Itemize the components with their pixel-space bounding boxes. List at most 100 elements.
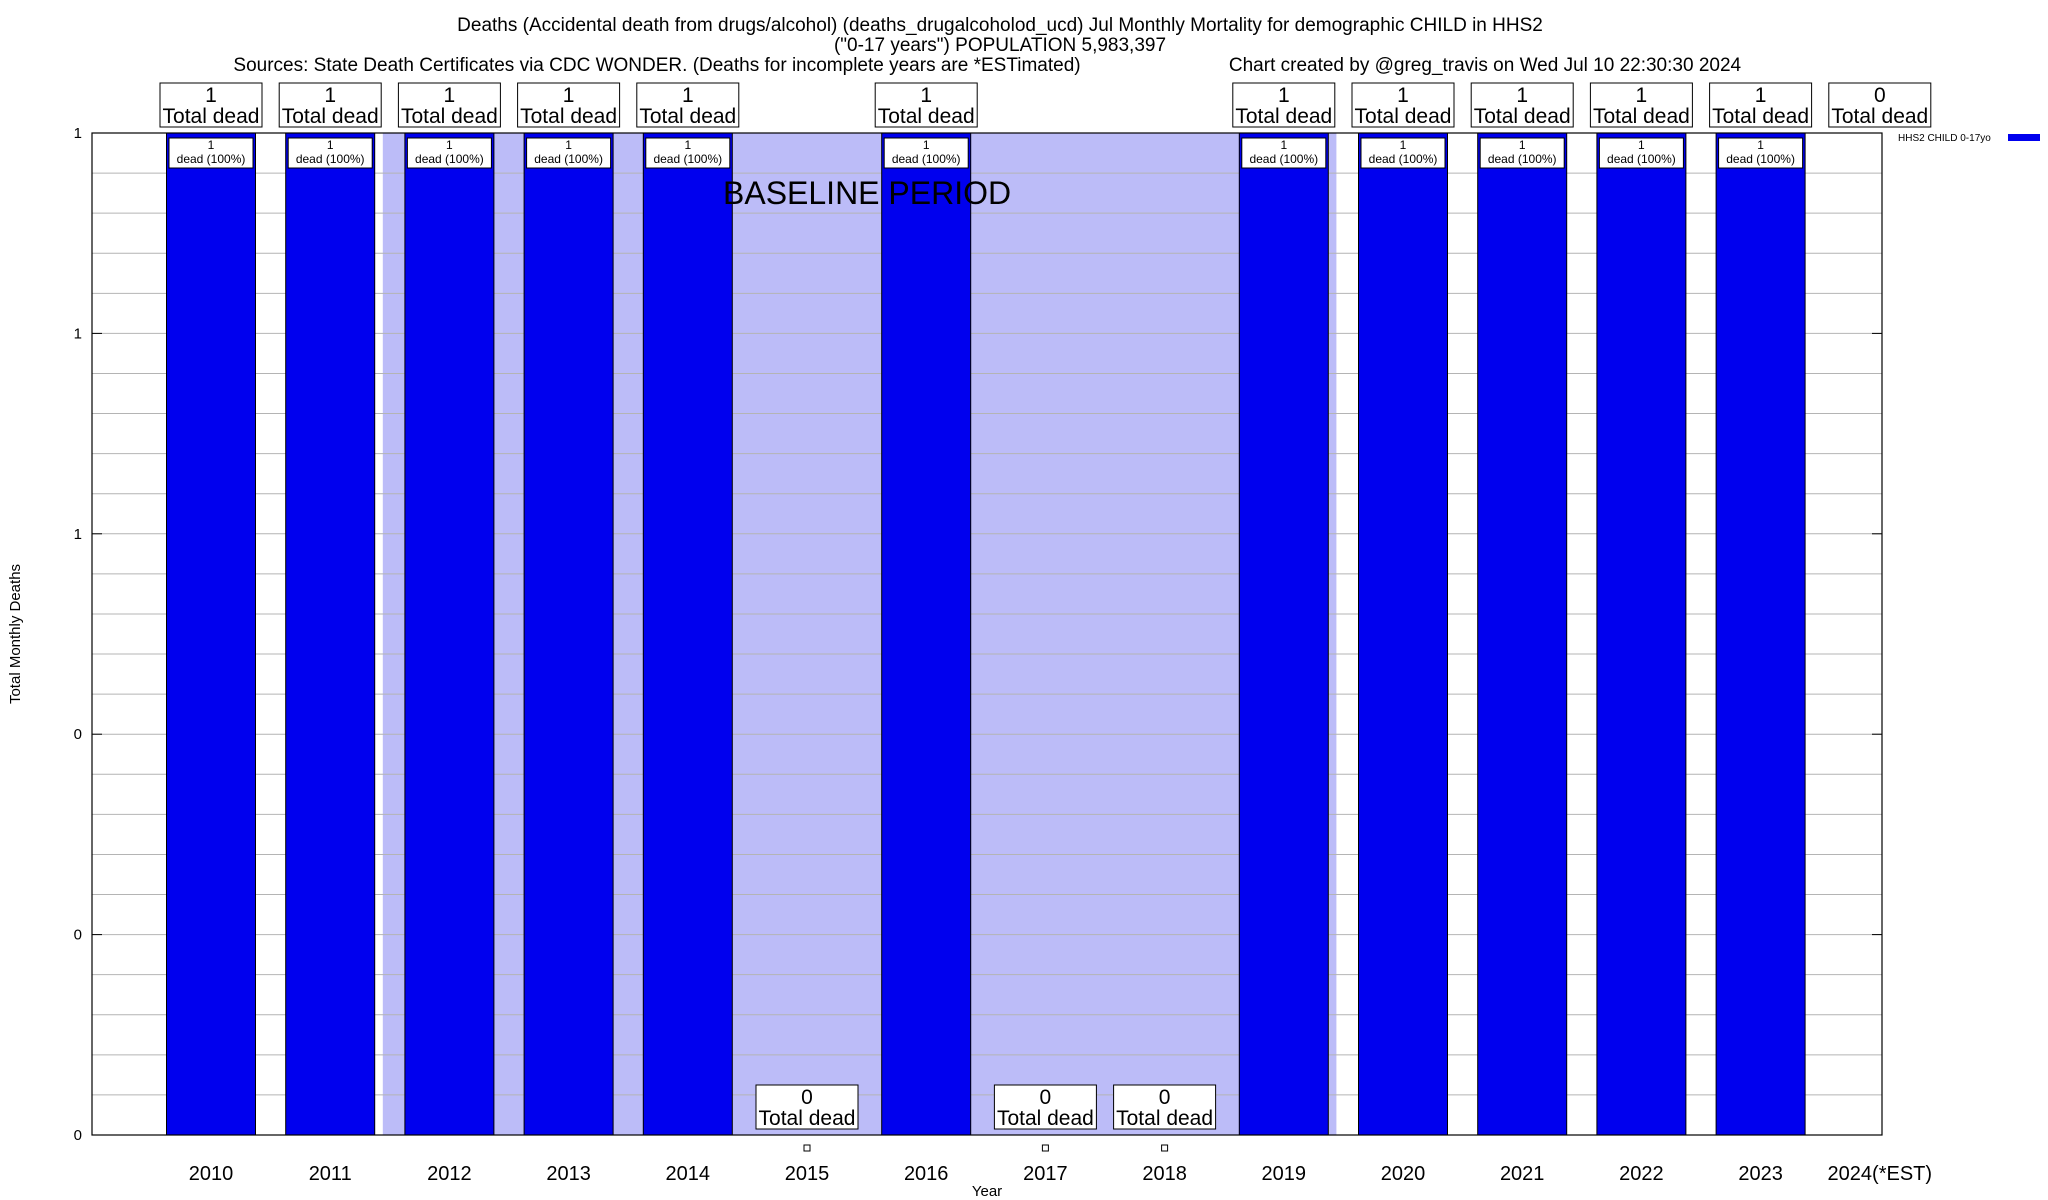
chart-sources: Sources: State Death Certificates via CD… bbox=[233, 55, 1080, 76]
inner-dead-box bbox=[1241, 137, 1327, 169]
inner-dead-text: dead (100%) bbox=[177, 152, 246, 166]
y-tick-label: 0 bbox=[74, 726, 82, 743]
total-dead-box bbox=[517, 82, 621, 128]
total-dead-count: 1 bbox=[1278, 84, 1290, 107]
bar bbox=[881, 132, 972, 1136]
total-dead-box bbox=[874, 82, 978, 128]
inner-dead-count: 1 bbox=[1400, 138, 1407, 152]
inner-dead-count: 1 bbox=[208, 138, 215, 152]
total-dead-text: Total dead bbox=[282, 105, 379, 128]
total-dead-text: Total dead bbox=[997, 1107, 1094, 1130]
inner-dead-text: dead (100%) bbox=[1488, 152, 1557, 166]
bar bbox=[1358, 132, 1448, 1136]
inner-dead-count: 1 bbox=[1757, 138, 1764, 152]
inner-dead-count: 1 bbox=[1638, 138, 1645, 152]
inner-dead-box bbox=[645, 137, 731, 169]
total-dead-box bbox=[1351, 82, 1455, 128]
bar bbox=[1596, 132, 1687, 1136]
x-tick-label: 2018 bbox=[1142, 1163, 1187, 1185]
total-dead-count: 1 bbox=[1755, 84, 1767, 107]
bar bbox=[1715, 132, 1806, 1136]
inner-dead-text: dead (100%) bbox=[1726, 152, 1795, 166]
x-tick-label: 2011 bbox=[309, 1163, 352, 1185]
zero-marker bbox=[1161, 1144, 1169, 1152]
inner-dead-box bbox=[287, 137, 373, 169]
total-dead-text: Total dead bbox=[1831, 105, 1928, 128]
total-dead-box bbox=[1709, 82, 1813, 128]
total-dead-count: 1 bbox=[682, 84, 694, 107]
total-dead-text: Total dead bbox=[1355, 105, 1452, 128]
zero-marker bbox=[1041, 1144, 1049, 1152]
bar-layer bbox=[166, 132, 1806, 1136]
inner-dead-count: 1 bbox=[923, 138, 930, 152]
y-tick-label: 0 bbox=[74, 927, 82, 944]
total-dead-text: Total dead bbox=[878, 105, 975, 128]
inner-dead-text: dead (100%) bbox=[1369, 152, 1438, 166]
total-dead-text: Total dead bbox=[163, 105, 260, 128]
total-dead-count: 1 bbox=[1516, 84, 1528, 107]
total-dead-text: Total dead bbox=[759, 1107, 856, 1130]
bar bbox=[523, 132, 614, 1136]
inner-dead-count: 1 bbox=[1519, 138, 1526, 152]
chart-title-line2: ("0-17 years") POPULATION 5,983,397 bbox=[834, 35, 1166, 56]
total-dead-box bbox=[636, 82, 740, 128]
inner-dead-count: 1 bbox=[327, 138, 334, 152]
total-dead-count: 1 bbox=[920, 84, 932, 107]
inner-dead-box bbox=[883, 137, 969, 169]
total-dead-text: Total dead bbox=[401, 105, 498, 128]
total-dead-box bbox=[397, 82, 501, 128]
y-tick-label: 0 bbox=[74, 1127, 82, 1144]
inner-dead-text: dead (100%) bbox=[296, 152, 365, 166]
chart-credit: Chart created by @greg_travis on Wed Jul… bbox=[1229, 55, 1742, 76]
x-tick-label: 2021 bbox=[1500, 1163, 1545, 1185]
inner-dead-box bbox=[406, 137, 492, 169]
inner-dead-text: dead (100%) bbox=[1607, 152, 1676, 166]
inner-dead-box bbox=[526, 137, 612, 169]
total-dead-count: 1 bbox=[1397, 84, 1409, 107]
total-dead-count: 1 bbox=[324, 84, 336, 107]
total-dead-box bbox=[1113, 1084, 1217, 1130]
inner-dead-text: dead (100%) bbox=[1249, 152, 1318, 166]
inner-dead-text: dead (100%) bbox=[534, 152, 603, 166]
bar bbox=[1477, 132, 1568, 1136]
x-tick-label: 2016 bbox=[904, 1163, 949, 1185]
total-dead-box bbox=[1470, 82, 1574, 128]
total-dead-box bbox=[1828, 82, 1932, 128]
total-dead-text: Total dead bbox=[1235, 105, 1332, 128]
inner-dead-box bbox=[1598, 137, 1684, 169]
bar bbox=[166, 132, 256, 1136]
baseline-period-label: BASELINE PERIOD bbox=[723, 175, 1011, 211]
x-tick-label: 2015 bbox=[785, 1163, 830, 1185]
x-tick-label: 2020 bbox=[1381, 1163, 1426, 1185]
inner-dead-box bbox=[168, 137, 254, 169]
total-dead-box bbox=[159, 82, 263, 128]
x-tick-label: 2019 bbox=[1262, 1163, 1307, 1185]
inner-dead-text: dead (100%) bbox=[892, 152, 961, 166]
legend-label: HHS2 CHILD 0-17yo bbox=[1898, 133, 1991, 144]
x-tick-label: 2024(*EST) bbox=[1828, 1163, 1933, 1185]
inner-dead-box bbox=[1479, 137, 1565, 169]
total-dead-box bbox=[755, 1084, 859, 1130]
total-dead-text: Total dead bbox=[1593, 105, 1690, 128]
y-tick-label: 1 bbox=[74, 325, 82, 342]
x-tick-label: 2023 bbox=[1738, 1163, 1783, 1185]
x-tick-label: 2013 bbox=[546, 1163, 591, 1185]
total-dead-count: 1 bbox=[563, 84, 575, 107]
y-axis-title: Total Monthly Deaths bbox=[7, 564, 24, 704]
total-dead-box bbox=[993, 1084, 1097, 1130]
total-dead-count: 0 bbox=[1874, 84, 1886, 107]
x-tick-label: 2014 bbox=[666, 1163, 711, 1185]
bar bbox=[1238, 132, 1329, 1136]
total-dead-text: Total dead bbox=[1712, 105, 1809, 128]
total-dead-count: 1 bbox=[444, 84, 456, 107]
total-dead-count: 0 bbox=[1040, 1086, 1052, 1109]
bar bbox=[404, 132, 495, 1136]
x-tick-label: 2010 bbox=[189, 1163, 234, 1185]
x-tick-label: 2012 bbox=[427, 1163, 472, 1185]
zero-marker bbox=[803, 1144, 811, 1152]
total-dead-count: 1 bbox=[1636, 84, 1648, 107]
inner-dead-box bbox=[1718, 137, 1804, 169]
legend-swatch bbox=[2008, 134, 2040, 141]
